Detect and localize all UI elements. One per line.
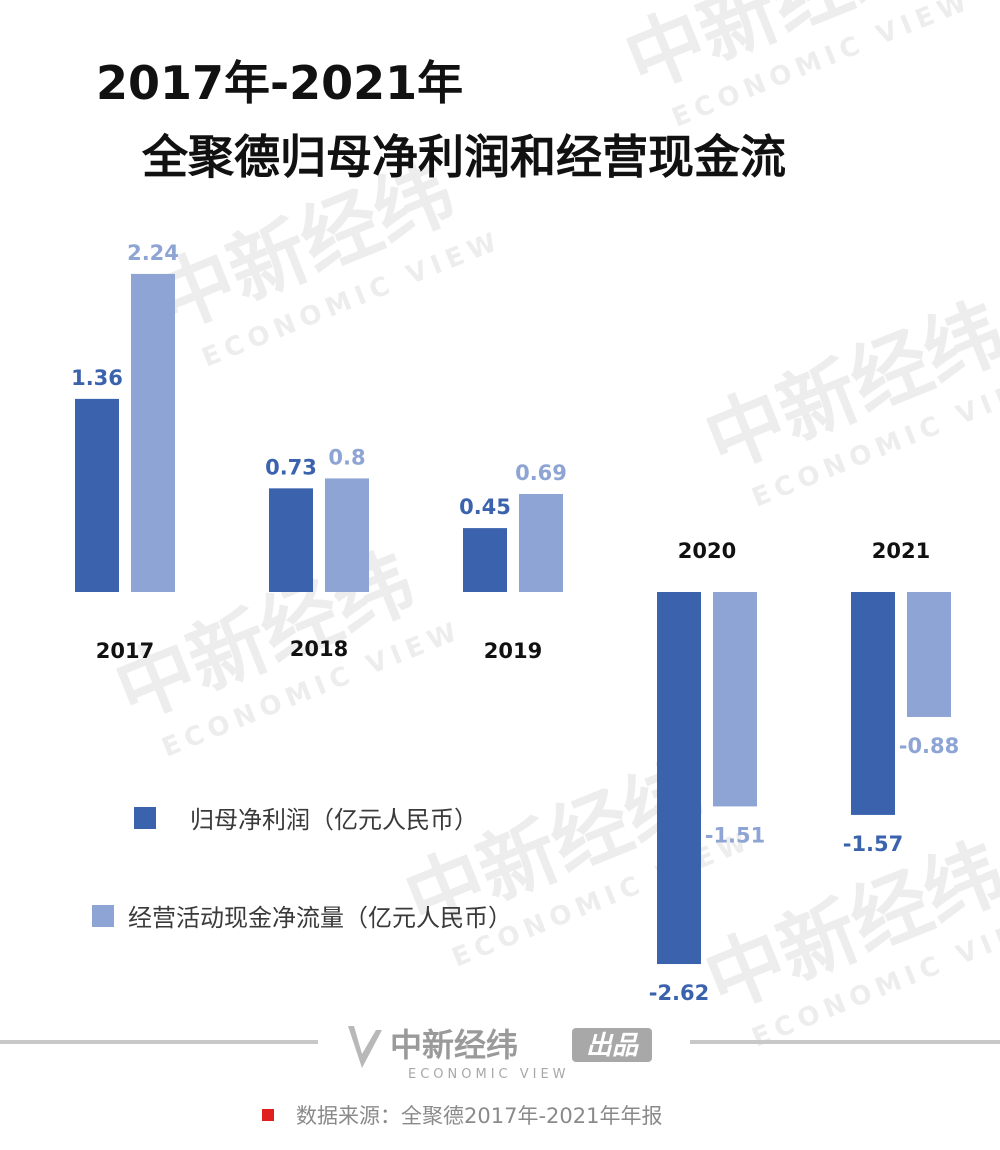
- category-label-2017: 2017: [96, 639, 154, 663]
- brand-english: ECONOMIC VIEW: [408, 1067, 570, 1082]
- bar-group-2020: -2.62 -1.51 2020: [649, 539, 766, 1005]
- chart-title-line-1: 2017年-2021年: [96, 56, 464, 110]
- bar-operating-cash-flow-2019: [519, 494, 563, 592]
- bar-group-2019: 0.450.69 2019: [459, 461, 567, 663]
- category-label-2019: 2019: [484, 639, 542, 663]
- bar-operating-cash-flow-2017: [131, 273, 175, 592]
- bar-group-2021: -1.57 -0.88 2021: [843, 539, 960, 856]
- data-label-net-profit-2017: 1.36: [71, 366, 123, 390]
- bar-operating-cash-flow-2020: [713, 592, 757, 807]
- data-label-operating-cash-flow-2018: 0.8: [328, 445, 365, 469]
- brand-mark-icon: [348, 1026, 382, 1068]
- data-label-net-profit-2019: 0.45: [459, 495, 511, 519]
- bar-operating-cash-flow-2018: [325, 478, 369, 592]
- bar-net-profit-2020: [657, 592, 701, 965]
- source-text: 数据来源：全聚德2017年-2021年年报: [296, 1104, 663, 1128]
- bar-group-2018: 0.73 0.8 2018: [265, 445, 369, 661]
- brand-logo: 中新经纬 出品 ECONOMIC VIEW: [348, 1026, 652, 1082]
- category-label-2018: 2018: [290, 637, 348, 661]
- data-label-operating-cash-flow-2019: 0.69: [515, 461, 567, 485]
- data-label-net-profit-2018: 0.73: [265, 455, 317, 479]
- category-label-2021: 2021: [872, 539, 930, 563]
- bar-net-profit-2021: [851, 592, 895, 815]
- source-line: 数据来源：全聚德2017年-2021年年报: [262, 1100, 662, 1130]
- data-label-net-profit-2021: -1.57: [843, 832, 904, 856]
- legend-label-net-profit: 归母净利润（亿元人民币）: [190, 806, 478, 834]
- source-marker-icon: [262, 1109, 274, 1121]
- legend-item-operating-cash-flow: 经营活动现金净流量（亿元人民币）: [92, 898, 512, 933]
- legend-item-net-profit: 归母净利润（亿元人民币）: [134, 800, 478, 835]
- data-label-operating-cash-flow-2020: -1.51: [705, 823, 766, 847]
- brand-badge-background: [572, 1028, 652, 1062]
- data-label-operating-cash-flow-2017: 2.24: [127, 241, 179, 265]
- legend-swatch-operating-cash-flow: [92, 904, 114, 927]
- bar-net-profit-2017: [75, 398, 119, 592]
- category-label-2020: 2020: [678, 539, 736, 563]
- legend-swatch-net-profit: [134, 806, 156, 829]
- footer-divider-left: [0, 1040, 318, 1044]
- data-label-operating-cash-flow-2021: -0.88: [899, 734, 960, 758]
- brand-badge: 出品: [586, 1031, 639, 1061]
- bar-net-profit-2019: [463, 528, 507, 592]
- brand-name: 中新经纬: [390, 1026, 518, 1064]
- chart-title-line-2: 全聚德归母净利润和经营现金流: [142, 130, 786, 184]
- data-label-net-profit-2020: -2.62: [649, 981, 710, 1005]
- footer-divider-right: [690, 1040, 1000, 1044]
- bar-net-profit-2018: [269, 488, 313, 592]
- bar-operating-cash-flow-2021: [907, 592, 951, 717]
- bar-group-2017: 1.36 2.24 2017: [71, 241, 179, 663]
- legend-label-operating-cash-flow: 经营活动现金净流量（亿元人民币）: [128, 904, 512, 932]
